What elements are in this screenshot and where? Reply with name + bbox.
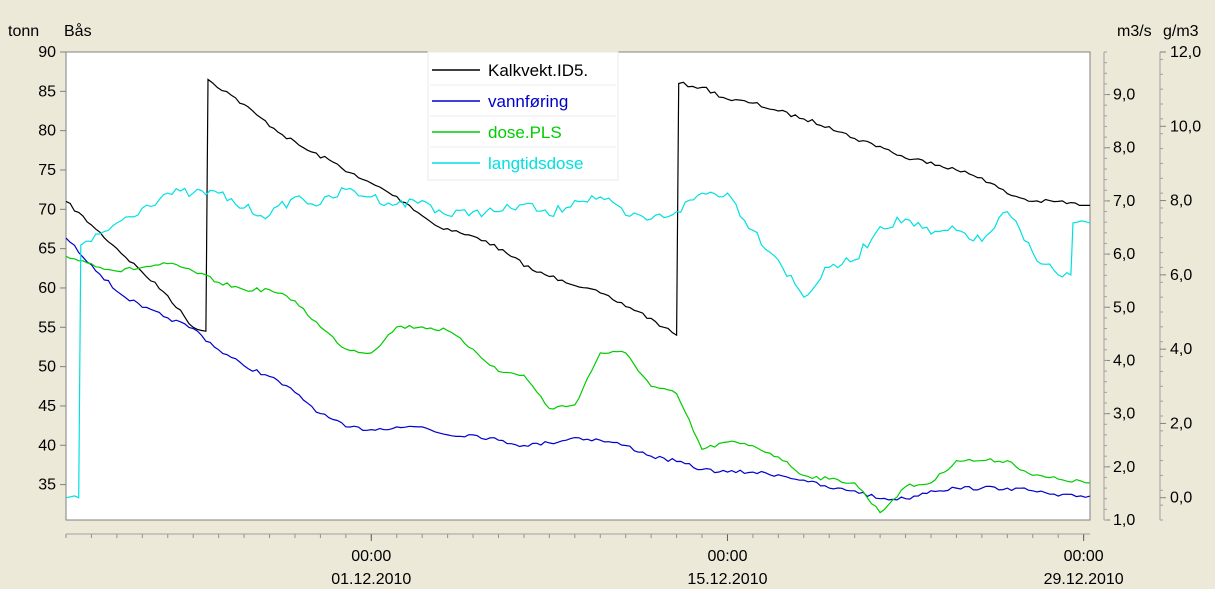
x-axis: 00:00 01.12.2010 00:00 15.12.2010 00:00 29.12… <box>65 534 1124 588</box>
left-unit-bas: Bås <box>64 22 92 40</box>
right-tick-label: 2,0 <box>1170 415 1192 432</box>
right-unit: g/m3 <box>1163 23 1199 40</box>
right-tick-label: 6,0 <box>1170 267 1192 284</box>
x-tick-date: 01.12.2010 <box>331 571 411 588</box>
x-tick-date: 15.12.2010 <box>687 571 767 588</box>
right-tick-label: 12,0 <box>1170 44 1201 61</box>
series-line-3 <box>65 187 1091 499</box>
right-tick-label: 10,0 <box>1170 118 1201 135</box>
right-tick-label: 4,0 <box>1170 341 1192 358</box>
mid-tick-label: 7,0 <box>1113 193 1135 210</box>
legend-label: langtidsdose <box>488 154 583 173</box>
right-tick-label: 8,0 <box>1170 193 1192 210</box>
mid-tick-label: 8,0 <box>1113 140 1135 157</box>
left-tick-label: 45 <box>38 398 56 415</box>
mid-tick-label: 5,0 <box>1113 299 1135 316</box>
series-line-1 <box>65 237 1091 501</box>
mid-tick-label: 3,0 <box>1113 406 1135 423</box>
left-tick-label: 55 <box>38 319 56 336</box>
x-tick-time: 00:00 <box>351 548 391 565</box>
left-tick-label: 60 <box>38 280 56 297</box>
left-axis: 90 85 80 75 70 65 60 55 50 45 40 35 <box>38 44 66 494</box>
legend-label: dose.PLS <box>488 123 562 142</box>
mid-unit: m3/s <box>1117 23 1152 40</box>
x-tick-date: 29.12.2010 <box>1044 571 1124 588</box>
mid-tick-label: 6,0 <box>1113 246 1135 263</box>
right-axis: 12,0 10,0 8,0 6,0 4,0 2,0 0,0 <box>1159 44 1201 521</box>
mid-tick-label: 9,0 <box>1113 87 1135 104</box>
left-unit-tonn: tonn <box>8 23 39 40</box>
left-tick-label: 75 <box>38 162 56 179</box>
mid-tick-label: 1,0 <box>1113 512 1135 529</box>
series-layer <box>65 78 1091 514</box>
left-tick-label: 40 <box>38 437 56 454</box>
mid-axis: 9,0 8,0 7,0 6,0 5,0 4,0 3,0 2,0 1,0 <box>1103 51 1135 529</box>
left-tick-label: 90 <box>38 44 56 61</box>
right-tick-label: 0,0 <box>1170 490 1192 507</box>
mid-tick-label: 2,0 <box>1113 459 1135 476</box>
x-tick-time: 00:00 <box>707 548 747 565</box>
legend-label: vannføring <box>488 92 568 111</box>
series-line-2 <box>65 255 1091 514</box>
left-tick-label: 50 <box>38 359 56 376</box>
left-tick-label: 35 <box>38 477 56 494</box>
series-line-0 <box>65 78 1090 337</box>
left-tick-label: 65 <box>38 241 56 258</box>
left-tick-label: 80 <box>38 123 56 140</box>
legend: Kalkvekt.ID5. vannføring dose.PLS langtidsd… <box>427 51 619 181</box>
left-tick-label: 70 <box>38 201 56 218</box>
mid-tick-label: 4,0 <box>1113 352 1135 369</box>
legend-label: Kalkvekt.ID5. <box>488 61 588 80</box>
x-tick-time: 00:00 <box>1064 548 1104 565</box>
left-tick-label: 85 <box>38 83 56 100</box>
